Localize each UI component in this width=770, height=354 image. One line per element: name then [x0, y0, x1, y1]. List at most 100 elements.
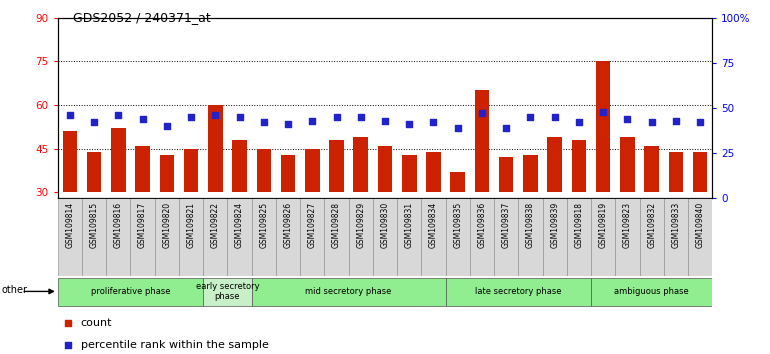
- Point: [233, 114, 246, 120]
- Text: GSM109835: GSM109835: [454, 202, 462, 249]
- Bar: [664, 198, 688, 276]
- Bar: [693, 152, 708, 193]
- Point: [209, 112, 222, 118]
- Bar: [349, 198, 373, 276]
- Point: [468, 245, 480, 251]
- Bar: [571, 140, 586, 193]
- Text: GSM109831: GSM109831: [405, 202, 413, 248]
- Bar: [324, 198, 349, 276]
- Bar: [203, 198, 227, 276]
- Bar: [470, 198, 494, 276]
- Point: [112, 112, 125, 118]
- Text: GSM109815: GSM109815: [89, 202, 99, 248]
- Point: [694, 120, 706, 125]
- Text: GSM109822: GSM109822: [211, 202, 219, 248]
- Bar: [378, 146, 392, 193]
- Text: ambiguous phase: ambiguous phase: [614, 287, 689, 296]
- Bar: [256, 149, 271, 193]
- Bar: [688, 198, 712, 276]
- Point: [670, 118, 682, 124]
- Bar: [62, 131, 77, 193]
- Bar: [106, 198, 130, 276]
- Bar: [446, 278, 591, 306]
- Bar: [184, 149, 199, 193]
- Point: [330, 114, 343, 120]
- Bar: [644, 146, 659, 193]
- Bar: [446, 198, 470, 276]
- Point: [500, 125, 512, 131]
- Text: early secretory
phase: early secretory phase: [196, 282, 259, 301]
- Bar: [179, 198, 203, 276]
- Bar: [252, 278, 446, 306]
- Point: [64, 112, 76, 118]
- Text: GSM109828: GSM109828: [332, 202, 341, 248]
- Bar: [474, 91, 489, 193]
- Point: [597, 109, 609, 114]
- Point: [161, 123, 173, 129]
- Point: [379, 118, 391, 124]
- Bar: [567, 198, 591, 276]
- Text: other: other: [2, 285, 28, 296]
- Text: GDS2052 / 240371_at: GDS2052 / 240371_at: [73, 11, 211, 24]
- Text: GSM109816: GSM109816: [114, 202, 123, 248]
- Text: GSM109838: GSM109838: [526, 202, 535, 248]
- Text: GSM109820: GSM109820: [162, 202, 172, 248]
- Bar: [203, 278, 252, 306]
- Point: [185, 114, 197, 120]
- Text: mid secretory phase: mid secretory phase: [306, 287, 392, 296]
- Text: GSM109836: GSM109836: [477, 202, 487, 249]
- Text: GSM109839: GSM109839: [551, 202, 559, 249]
- Point: [573, 120, 585, 125]
- Point: [136, 116, 149, 122]
- Text: GSM109830: GSM109830: [380, 202, 390, 249]
- Bar: [518, 198, 543, 276]
- Point: [88, 120, 100, 125]
- Bar: [159, 155, 174, 193]
- Text: GSM109834: GSM109834: [429, 202, 438, 249]
- Text: count: count: [81, 318, 112, 329]
- Bar: [111, 129, 126, 193]
- Point: [282, 121, 294, 127]
- Bar: [620, 137, 634, 193]
- Text: GSM109837: GSM109837: [502, 202, 511, 249]
- Point: [451, 125, 464, 131]
- Bar: [82, 198, 106, 276]
- Point: [355, 114, 367, 120]
- Point: [621, 116, 634, 122]
- Bar: [58, 198, 82, 276]
- Bar: [450, 172, 465, 193]
- Text: GSM109818: GSM109818: [574, 202, 584, 248]
- Text: GSM109840: GSM109840: [695, 202, 705, 249]
- Bar: [276, 198, 300, 276]
- Text: GSM109832: GSM109832: [647, 202, 656, 248]
- Bar: [130, 198, 155, 276]
- Point: [258, 120, 270, 125]
- Bar: [668, 152, 683, 193]
- Bar: [499, 158, 514, 193]
- Point: [468, 52, 480, 58]
- Text: GSM109814: GSM109814: [65, 202, 75, 248]
- Bar: [136, 146, 150, 193]
- Text: late secretory phase: late secretory phase: [475, 287, 561, 296]
- Bar: [427, 152, 440, 193]
- Bar: [421, 198, 446, 276]
- Bar: [300, 198, 324, 276]
- Text: GSM109826: GSM109826: [283, 202, 293, 248]
- Point: [645, 120, 658, 125]
- Point: [548, 114, 561, 120]
- Text: GSM109817: GSM109817: [138, 202, 147, 248]
- Bar: [494, 198, 518, 276]
- Bar: [591, 278, 712, 306]
- Text: GSM109824: GSM109824: [235, 202, 244, 248]
- Bar: [155, 198, 179, 276]
- Text: GSM109827: GSM109827: [308, 202, 316, 248]
- Bar: [330, 140, 343, 193]
- Bar: [615, 198, 640, 276]
- Bar: [58, 278, 203, 306]
- Point: [476, 110, 488, 116]
- Bar: [281, 155, 296, 193]
- Text: GSM109825: GSM109825: [259, 202, 268, 248]
- Text: GSM109823: GSM109823: [623, 202, 632, 248]
- Bar: [640, 198, 664, 276]
- Bar: [208, 105, 223, 193]
